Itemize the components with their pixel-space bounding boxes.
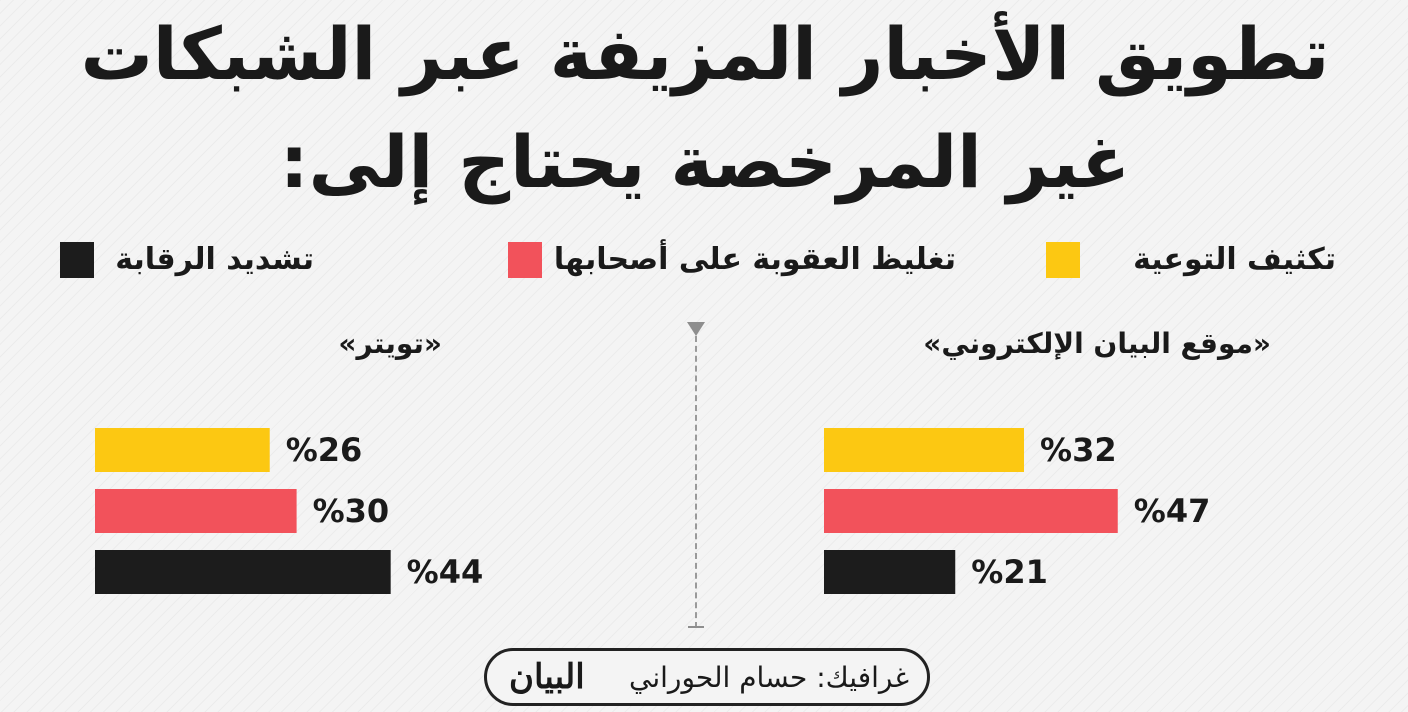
legend-swatch-black: [60, 242, 94, 278]
albayan-logo: البيان: [509, 657, 586, 697]
legend-swatch-yellow: [1046, 242, 1080, 278]
legend-label-awareness: تكثيف التوعية: [1133, 242, 1336, 277]
bar-albayan-1: [824, 489, 1118, 533]
bar-twitter-0: [95, 428, 270, 472]
legend-label-penalty: تغليظ العقوبة على أصحابها: [553, 242, 956, 277]
value-label-twitter-2: %44: [407, 553, 484, 591]
value-label-albayan-0: %32: [1040, 431, 1117, 469]
bar-albayan-0: [824, 428, 1024, 472]
bar-twitter-1: [95, 489, 297, 533]
legend-label-monitoring: تشديد الرقابة: [115, 242, 314, 277]
legend-swatch-red: [508, 242, 542, 278]
panel-title-albayan: «موقع البيان الإلكتروني»: [923, 327, 1271, 360]
value-label-twitter-0: %26: [286, 431, 363, 469]
value-label-twitter-1: %30: [313, 492, 390, 530]
legend-item-awareness: تكثيف التوعية: [1046, 240, 1336, 280]
bar-twitter-2: [95, 550, 391, 594]
chart-title: تطويق الأخبار المزيفة عبر الشبكات غير ال…: [80, 12, 1330, 204]
value-label-albayan-1: %47: [1134, 492, 1211, 530]
credit-badge: البيان غرافيك: حسام الحوراني: [484, 648, 930, 706]
panel-title-twitter: «تويتر»: [338, 327, 442, 360]
bar-albayan-2: [824, 550, 956, 594]
divider-end-tick: [688, 626, 704, 628]
legend-item-monitoring: تشديد الرقابة: [60, 240, 314, 280]
value-label-albayan-2: %21: [971, 553, 1048, 591]
divider-arrow-icon: [687, 322, 705, 336]
legend-item-penalty: تغليظ العقوبة على أصحابها: [508, 240, 956, 280]
credit-text: غرافيك: حسام الحوراني: [629, 660, 909, 694]
panel-divider: [695, 336, 697, 628]
